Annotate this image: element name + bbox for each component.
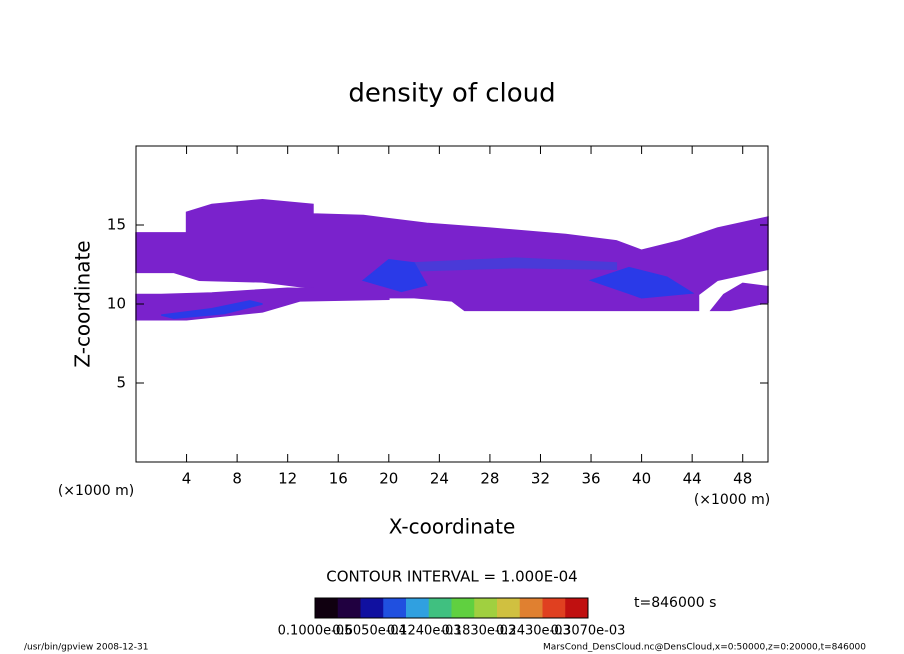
- cloud-region: [161, 300, 263, 319]
- cloud-region: [588, 266, 695, 299]
- colorbar-frame: [314, 597, 589, 619]
- colorbar-label: 0.1830e-03: [441, 624, 516, 639]
- x-tick-label: 36: [581, 470, 600, 488]
- contour-note: CONTOUR INTERVAL = 1.000E-04: [326, 568, 577, 586]
- colorbar-cell: [497, 598, 521, 618]
- cloud-region: [361, 258, 428, 293]
- x-tick-label: 20: [379, 470, 398, 488]
- footer-right: MarsCond_DensCloud.nc@DensCloud,x=0:5000…: [543, 643, 866, 653]
- colorbar-cell: [406, 598, 430, 618]
- colorbar-cell: [565, 598, 589, 618]
- colorbar-label: 0.3070e-03: [551, 624, 626, 639]
- chart-title: density of cloud: [348, 79, 555, 109]
- y-tick-label: 15: [107, 216, 126, 234]
- x-tick-label: 32: [531, 470, 550, 488]
- x-tick-label: 16: [329, 470, 348, 488]
- x-axis-label: X-coordinate: [389, 515, 516, 539]
- x-tick-label: 44: [683, 470, 702, 488]
- time-label: t=846000 s: [634, 595, 716, 611]
- y-unit: (×1000 m): [58, 483, 134, 499]
- x-unit: (×1000 m): [694, 492, 770, 508]
- x-tick-label: 4: [182, 470, 192, 488]
- y-tick-label: 10: [107, 295, 126, 313]
- x-tick-label: 48: [733, 470, 752, 488]
- footer-left: /usr/bin/gpview 2008-12-31: [24, 643, 148, 653]
- x-tick-label: 8: [232, 470, 242, 488]
- colorbar-label: 0.1000e-05: [278, 624, 353, 639]
- y-axis-label: Z-coordinate: [71, 240, 95, 367]
- x-tick-label: 24: [430, 470, 449, 488]
- x-tick-label: 28: [480, 470, 499, 488]
- colorbar-cell: [519, 598, 543, 618]
- colorbar-cell: [383, 598, 407, 618]
- colorbar-label: 0.6050e-04: [332, 624, 407, 639]
- colorbar-cell: [542, 598, 566, 618]
- x-tick-label: 12: [278, 470, 297, 488]
- colorbar-cell: [315, 598, 339, 618]
- colorbar-cell: [337, 598, 361, 618]
- colorbar-cell: [451, 598, 475, 618]
- colorbar-cell: [428, 598, 452, 618]
- cloud-region: [709, 282, 769, 312]
- colorbar-cell: [360, 598, 384, 618]
- colorbar-label: 0.2430e-03: [496, 624, 571, 639]
- x-tick-label: 40: [632, 470, 651, 488]
- colorbar-label: 0.1240e-03: [387, 624, 462, 639]
- y-tick-label: 5: [116, 374, 126, 392]
- colorbar-cell: [474, 598, 498, 618]
